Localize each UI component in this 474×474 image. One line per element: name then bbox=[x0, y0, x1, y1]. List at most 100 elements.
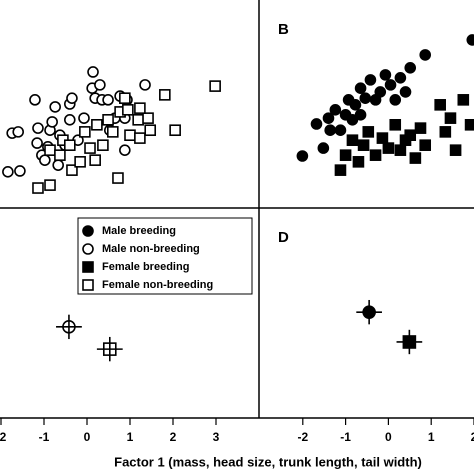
point bbox=[404, 129, 417, 141]
point bbox=[139, 79, 151, 91]
point bbox=[362, 126, 375, 138]
point bbox=[79, 126, 91, 138]
legend-marker bbox=[82, 243, 94, 255]
point bbox=[209, 80, 221, 92]
point bbox=[444, 112, 457, 124]
legend-label: Female breeding bbox=[102, 261, 189, 273]
point bbox=[87, 66, 99, 78]
point bbox=[382, 142, 395, 154]
point bbox=[64, 114, 76, 126]
legend-marker bbox=[82, 225, 94, 237]
point bbox=[329, 104, 342, 116]
point bbox=[102, 114, 114, 126]
point bbox=[404, 62, 417, 74]
legend-label: Male non-breeding bbox=[102, 243, 200, 255]
point bbox=[122, 104, 134, 116]
point bbox=[39, 154, 51, 166]
point bbox=[78, 112, 90, 124]
panel-label: B bbox=[278, 21, 289, 38]
point bbox=[464, 119, 474, 131]
point bbox=[44, 179, 56, 191]
point bbox=[66, 164, 78, 176]
point bbox=[64, 139, 76, 151]
point bbox=[419, 49, 432, 61]
point bbox=[409, 152, 422, 164]
point bbox=[94, 79, 106, 91]
point bbox=[31, 137, 43, 149]
point bbox=[394, 144, 407, 156]
x-tick-label: 3 bbox=[213, 430, 220, 444]
point bbox=[434, 99, 446, 111]
point bbox=[12, 126, 25, 138]
point bbox=[339, 149, 352, 161]
point bbox=[379, 69, 392, 81]
legend-label: Male breeding bbox=[102, 225, 176, 237]
point bbox=[399, 86, 412, 98]
point bbox=[310, 118, 323, 130]
point bbox=[102, 94, 114, 106]
point bbox=[369, 149, 382, 161]
point bbox=[364, 74, 377, 86]
legend-marker bbox=[82, 279, 94, 291]
point bbox=[346, 114, 359, 126]
x-tick-label: -1 bbox=[340, 430, 351, 444]
point bbox=[334, 164, 347, 176]
point bbox=[74, 156, 86, 168]
x-tick-label: 1 bbox=[127, 430, 134, 444]
x-tick-label: -2 bbox=[0, 430, 7, 444]
point bbox=[354, 109, 367, 121]
point bbox=[54, 149, 66, 161]
point bbox=[91, 119, 103, 131]
point bbox=[49, 101, 61, 113]
point bbox=[354, 82, 367, 94]
point bbox=[124, 129, 136, 141]
point bbox=[357, 139, 370, 151]
point bbox=[389, 119, 402, 131]
point bbox=[296, 150, 309, 162]
x-tick-label: 2 bbox=[170, 430, 177, 444]
x-tick-label: -2 bbox=[297, 430, 308, 444]
point bbox=[142, 112, 154, 124]
point bbox=[324, 124, 336, 137]
x-tick-label: -1 bbox=[39, 430, 50, 444]
point bbox=[359, 92, 372, 104]
x-tick-label: 1 bbox=[428, 430, 435, 444]
point bbox=[132, 114, 144, 126]
point bbox=[144, 124, 157, 137]
point bbox=[44, 144, 56, 156]
point bbox=[322, 112, 335, 124]
point bbox=[134, 102, 146, 114]
point bbox=[89, 154, 101, 166]
legend-label: Female non-breeding bbox=[102, 279, 213, 291]
point bbox=[112, 172, 124, 184]
point bbox=[119, 144, 131, 156]
point bbox=[334, 124, 347, 137]
point bbox=[169, 124, 181, 137]
point bbox=[2, 166, 14, 178]
legend-marker bbox=[82, 261, 94, 273]
point bbox=[32, 182, 44, 194]
point bbox=[29, 94, 41, 106]
x-axis-title: Factor 1 (mass, head size, trunk length,… bbox=[114, 454, 422, 469]
point bbox=[52, 159, 64, 171]
x-tick-label: 2 bbox=[471, 430, 474, 444]
point bbox=[119, 92, 131, 104]
point bbox=[159, 89, 171, 101]
point bbox=[32, 122, 44, 134]
point bbox=[66, 92, 78, 104]
point bbox=[449, 144, 462, 156]
point bbox=[84, 142, 96, 154]
point bbox=[97, 139, 109, 151]
point bbox=[457, 94, 470, 106]
legend-box bbox=[77, 217, 253, 295]
point bbox=[374, 86, 387, 98]
point bbox=[346, 134, 359, 146]
x-tick-label: 0 bbox=[385, 430, 392, 444]
point bbox=[466, 34, 474, 46]
point bbox=[107, 126, 119, 138]
point bbox=[419, 139, 432, 151]
point bbox=[46, 116, 58, 128]
point bbox=[349, 99, 362, 111]
point bbox=[389, 94, 402, 106]
